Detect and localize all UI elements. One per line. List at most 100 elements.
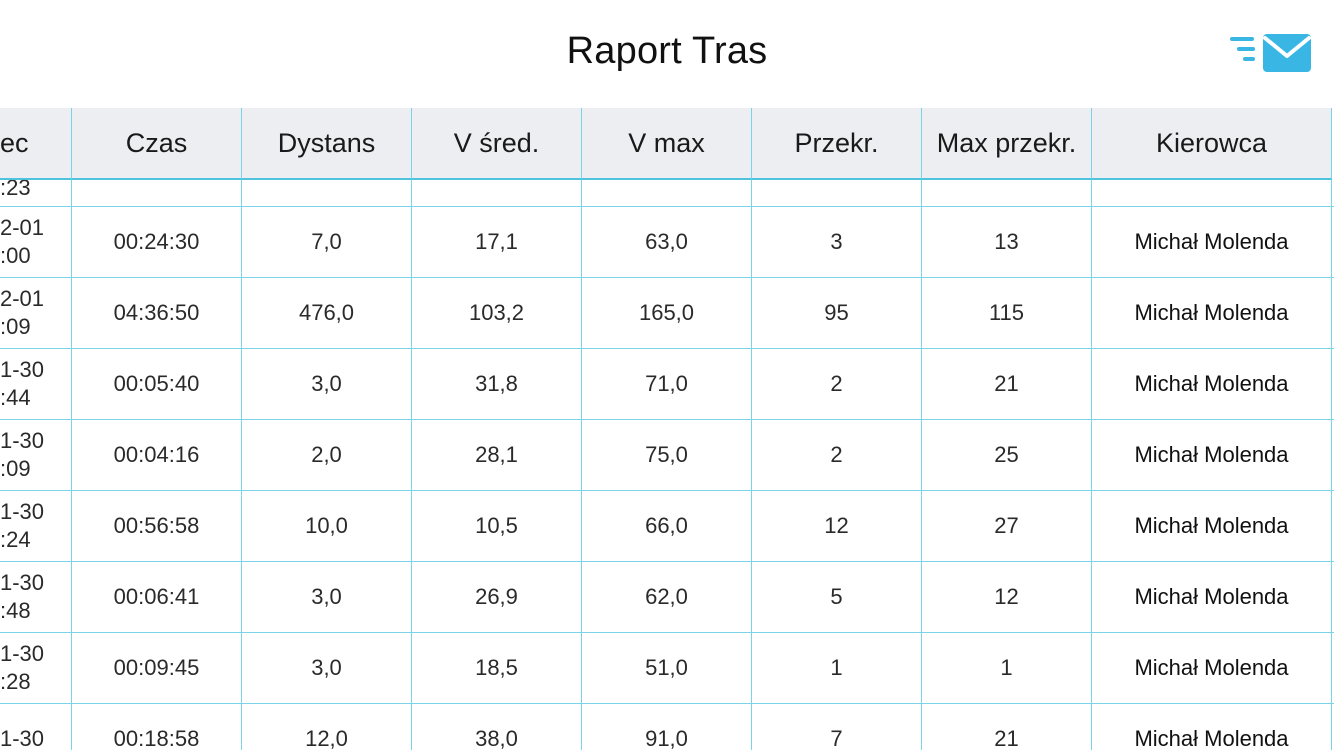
dystans-value: 3,0 — [311, 371, 342, 396]
czas-value: 00:04:16 — [113, 442, 200, 467]
dystans-cell: 7,0 — [242, 207, 412, 277]
max-przekr-value: 1 — [1000, 655, 1013, 680]
table-row[interactable]: :23 — [0, 180, 1334, 207]
dystans-value: 2,0 — [311, 442, 342, 467]
send-mail-button[interactable] — [1228, 32, 1314, 76]
column-header-label: Kierowca — [1155, 127, 1268, 158]
column-header-przekr[interactable]: Przekr. — [752, 108, 922, 180]
column-header-date[interactable]: ec — [0, 108, 72, 180]
kierowca-cell: Michał Molenda — [1092, 633, 1332, 703]
date-cell: 1-30:24 — [0, 491, 72, 561]
v-max-value: 62,0 — [645, 584, 688, 609]
v-max-value: 51,0 — [645, 655, 688, 680]
v-max-value: 66,0 — [645, 513, 688, 538]
v-max-cell: 71,0 — [582, 349, 752, 419]
date-cell: 2-01 :09 — [0, 278, 72, 348]
przekr-value: 2 — [830, 371, 843, 396]
column-header-max-przekr[interactable]: Max przekr. — [922, 108, 1092, 180]
czas-cell — [72, 180, 242, 206]
column-header-v-sred[interactable]: V śred. — [412, 108, 582, 180]
v-max-value: 71,0 — [645, 371, 688, 396]
column-header-czas[interactable]: Czas — [72, 108, 242, 180]
dystans-cell — [242, 180, 412, 206]
v-max-value: 165,0 — [638, 300, 695, 325]
column-header-v-max[interactable]: V max — [582, 108, 752, 180]
przekr-value: 5 — [830, 584, 843, 609]
dystans-cell: 3,0 — [242, 633, 412, 703]
dystans-cell: 476,0 — [242, 278, 412, 348]
date-time-text: :48 — [0, 598, 31, 623]
date-time-text: :23 — [0, 180, 31, 200]
column-header-label: V śred. — [453, 127, 540, 158]
date-text: 1-30 — [0, 641, 45, 666]
v-sred-cell: 26,9 — [412, 562, 582, 632]
v-max-value: 91,0 — [645, 726, 688, 750]
max-przekr-value: 21 — [994, 371, 1019, 396]
kierowca-value: Michał Molenda — [1134, 726, 1289, 750]
czas-cell: 00:56:58 — [72, 491, 242, 561]
dystans-value: 7,0 — [311, 229, 342, 254]
date-cell: 2-01:00 — [0, 207, 72, 277]
max-przekr-value: 12 — [994, 584, 1019, 609]
v-max-value: 75,0 — [645, 442, 688, 467]
v-sred-cell: 31,8 — [412, 349, 582, 419]
kierowca-value: Michał Molenda — [1134, 655, 1289, 680]
v-sred-value: 26,9 — [475, 584, 518, 609]
v-sred-value: 28,1 — [475, 442, 518, 467]
table-row[interactable]: 1-30:28 00:09:45 3,0 18,5 51,0 1 1 Michał Molen… — [0, 633, 1334, 704]
dystans-value: 12,0 — [305, 726, 348, 750]
header-bar: Raport Tras — [0, 0, 1334, 108]
column-header-label: Dystans — [277, 127, 376, 158]
max-przekr-cell: 1 — [922, 633, 1092, 703]
column-header-dystans[interactable]: Dystans — [242, 108, 412, 180]
dystans-cell: 3,0 — [242, 349, 412, 419]
v-max-value: 63,0 — [645, 229, 688, 254]
kierowca-cell: Michał Molenda — [1092, 562, 1332, 632]
table-body[interactable]: :23 2-01:00 00:24:30 7,0 17,1 63,0 3 13 Michał … — [0, 180, 1334, 750]
v-sred-cell: 38,0 — [412, 704, 582, 750]
table-row[interactable]: 1-30:48 00:06:41 3,0 26,9 62,0 5 12 Michał Mole… — [0, 562, 1334, 633]
table-row[interactable]: 2-01:00 00:24:30 7,0 17,1 63,0 3 13 Michał Mole… — [0, 207, 1334, 278]
przekr-cell: 95 — [752, 278, 922, 348]
date-time-text: :28 — [0, 669, 31, 694]
table-row[interactable]: 2-01:09 04:36:50 476,0 103,2 165,0 95 115 Micha… — [0, 278, 1334, 349]
date-time-text: :09 — [0, 314, 31, 339]
table-row[interactable]: 1-30:24 00:56:58 10,0 10,5 66,0 12 27 Michał Mo… — [0, 491, 1334, 562]
max-przekr-value: 115 — [988, 300, 1025, 325]
przekr-cell: 2 — [752, 420, 922, 490]
v-max-cell — [582, 180, 752, 206]
date-time-text: :09 — [0, 456, 31, 481]
przekr-value: 7 — [830, 726, 843, 750]
date-text: 1-30 — [0, 726, 45, 750]
max-przekr-value: 27 — [994, 513, 1019, 538]
przekr-cell: 7 — [752, 704, 922, 750]
v-max-cell: 165,0 — [582, 278, 752, 348]
dystans-value: 3,0 — [311, 655, 342, 680]
kierowca-cell: Michał Molenda — [1092, 704, 1332, 750]
kierowca-value: Michał Molenda — [1134, 229, 1289, 254]
table-row[interactable]: 1-30:44 00:05:40 3,0 31,8 71,0 2 21 Michał Mole… — [0, 349, 1334, 420]
przekr-cell: 12 — [752, 491, 922, 561]
v-max-cell: 91,0 — [582, 704, 752, 750]
date-cell: 1-30:44 — [0, 349, 72, 419]
kierowca-value: Michał Molenda — [1134, 513, 1289, 538]
v-sred-value: 38,0 — [475, 726, 518, 750]
column-header-kierowca[interactable]: Kierowca — [1092, 108, 1332, 180]
max-przekr-cell: 115 — [922, 278, 1092, 348]
kierowca-value: Michał Molenda — [1134, 371, 1289, 396]
kierowca-value: Michał Molenda — [1134, 584, 1289, 609]
v-sred-value: 18,5 — [475, 655, 518, 680]
table-row[interactable]: 1-30 00:18:58 12,0 38,0 91,0 7 21 Michał Molend… — [0, 704, 1334, 750]
table-row[interactable]: 1-30:09 00:04:16 2,0 28,1 75,0 2 25 Michał Mole… — [0, 420, 1334, 491]
kierowca-cell: Michał Molenda — [1092, 207, 1332, 277]
max-przekr-cell: 12 — [922, 562, 1092, 632]
date-text: 2-01 — [0, 286, 45, 311]
dystans-value: 3,0 — [311, 584, 342, 609]
v-sred-cell: 18,5 — [412, 633, 582, 703]
v-max-cell: 63,0 — [582, 207, 752, 277]
v-max-cell: 62,0 — [582, 562, 752, 632]
przekr-value: 95 — [824, 300, 849, 325]
czas-value: 00:09:45 — [113, 655, 200, 680]
column-header-label: ec — [0, 127, 29, 158]
max-przekr-cell: 13 — [922, 207, 1092, 277]
